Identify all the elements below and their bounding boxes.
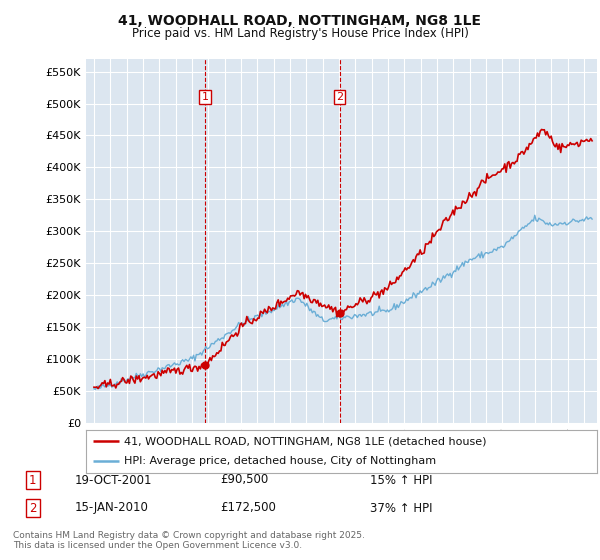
Text: 41, WOODHALL ROAD, NOTTINGHAM, NG8 1LE: 41, WOODHALL ROAD, NOTTINGHAM, NG8 1LE [119,14,482,28]
Text: 37% ↑ HPI: 37% ↑ HPI [370,502,433,515]
Text: £90,500: £90,500 [220,474,268,487]
Text: Contains HM Land Registry data © Crown copyright and database right 2025.
This d: Contains HM Land Registry data © Crown c… [13,530,365,550]
Text: 1: 1 [202,92,209,102]
Text: £172,500: £172,500 [220,502,276,515]
Text: Price paid vs. HM Land Registry's House Price Index (HPI): Price paid vs. HM Land Registry's House … [131,27,469,40]
Text: 15-JAN-2010: 15-JAN-2010 [75,502,149,515]
Text: 2: 2 [336,92,343,102]
Text: HPI: Average price, detached house, City of Nottingham: HPI: Average price, detached house, City… [124,456,436,466]
Text: 15% ↑ HPI: 15% ↑ HPI [370,474,433,487]
Text: 1: 1 [29,474,37,487]
Text: 2: 2 [29,502,37,515]
Text: 19-OCT-2001: 19-OCT-2001 [75,474,152,487]
Text: 41, WOODHALL ROAD, NOTTINGHAM, NG8 1LE (detached house): 41, WOODHALL ROAD, NOTTINGHAM, NG8 1LE (… [124,436,487,446]
